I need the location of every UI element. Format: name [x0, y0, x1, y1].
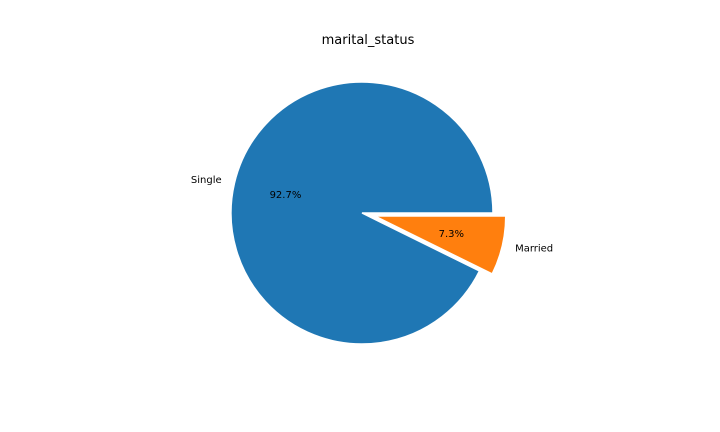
pie-slice-single [230, 81, 494, 345]
pie-label-single: Single [191, 175, 222, 186]
pie-slice-married [374, 215, 507, 275]
chart-title: marital_status [321, 33, 415, 48]
pie-percent-single: 92.7% [270, 190, 302, 201]
pie-percent-married: 7.3% [439, 229, 464, 240]
pie-label-married: Married [515, 244, 553, 255]
